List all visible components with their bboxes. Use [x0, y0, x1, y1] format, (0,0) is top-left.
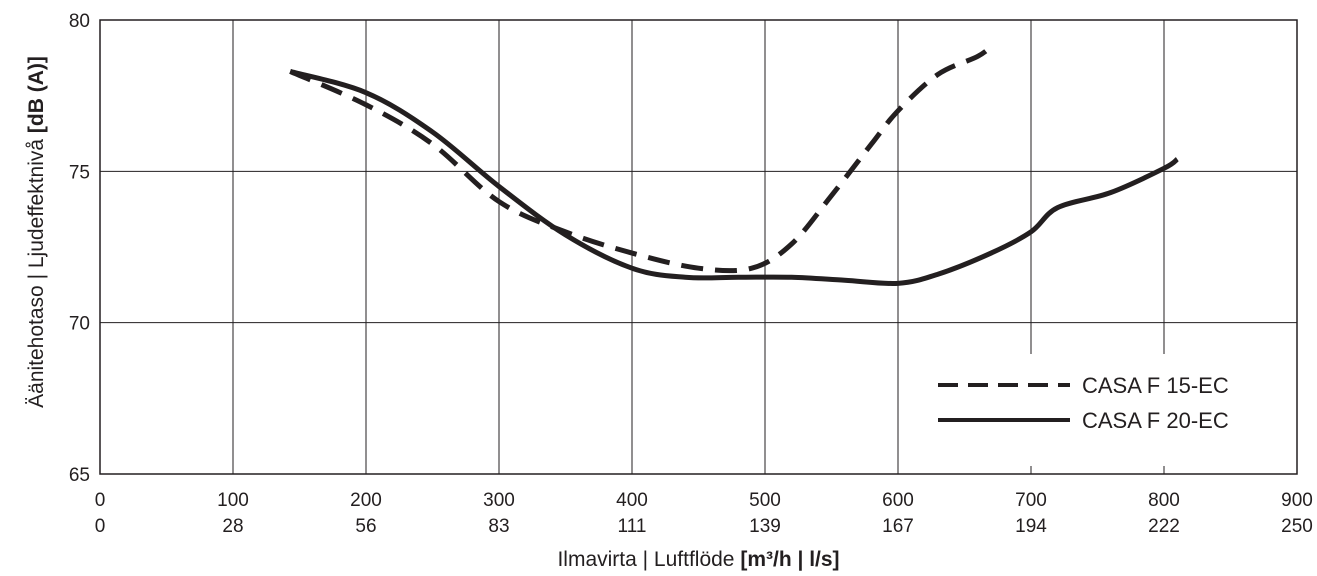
y-axis-label-text: Äänitehotaso | Ljudeffektnivå [25, 133, 48, 408]
x-tick-label-secondary: 250 [1281, 516, 1313, 537]
y-tick-label: 75 [69, 162, 90, 183]
x-axis-label-text: Ilmavirta | Luftflöde [557, 548, 740, 571]
legend-label: CASA F 20-EC [1082, 408, 1229, 433]
x-tick-label-secondary: 111 [618, 516, 647, 537]
x-tick-label-secondary: 28 [222, 516, 243, 537]
legend: CASA F 15-EC CASA F 20-EC [926, 354, 1290, 466]
x-tick-label-secondary: 56 [355, 516, 376, 537]
y-axis-label-unit: [dB (A)] [25, 56, 48, 133]
x-axis-label-unit: [m³/h | l/s] [740, 548, 839, 571]
x-tick-label: 700 [1015, 490, 1047, 511]
series-line-casa-f-15-ec [289, 42, 996, 274]
x-tick-label: 500 [749, 490, 781, 511]
x-tick-label-secondary: 222 [1148, 516, 1180, 537]
x-tick-label: 900 [1281, 490, 1313, 511]
x-tick-label: 400 [616, 490, 648, 511]
x-tick-label-secondary: 0 [95, 516, 106, 537]
x-tick-label: 800 [1148, 490, 1180, 511]
x-tick-label-secondary: 83 [488, 516, 509, 537]
x-tick-labels: 0 0 100 28 200 56 300 83 400 111 500 139 600 167 700 19… [95, 490, 1313, 537]
x-tick-label: 300 [483, 490, 515, 511]
grid [99, 19, 1298, 475]
legend-label: CASA F 15-EC [1082, 373, 1229, 398]
plot-area-border [99, 19, 1298, 475]
x-tick-label-secondary: 194 [1015, 516, 1047, 537]
x-tick-label: 0 [95, 490, 106, 511]
x-tick-label-secondary: 167 [882, 516, 914, 537]
y-tick-label: 65 [69, 465, 90, 486]
y-tick-label: 70 [69, 314, 90, 335]
series-line-casa-f-20-ec [289, 69, 1179, 287]
x-axis-label: Ilmavirta | Luftflöde [m³/h | l/s] [557, 548, 839, 571]
y-tick-labels: 65 70 75 80 [69, 11, 90, 486]
legend-background [926, 354, 1290, 466]
x-tick-label: 200 [350, 490, 382, 511]
y-tick-label: 80 [69, 11, 90, 32]
x-tick-label-secondary: 139 [749, 516, 781, 537]
x-tick-label: 100 [217, 490, 249, 511]
y-axis-label: Äänitehotaso | Ljudeffektnivå [dB (A)] [25, 56, 48, 408]
x-tick-label: 600 [882, 490, 914, 511]
series-lines [289, 42, 1179, 287]
